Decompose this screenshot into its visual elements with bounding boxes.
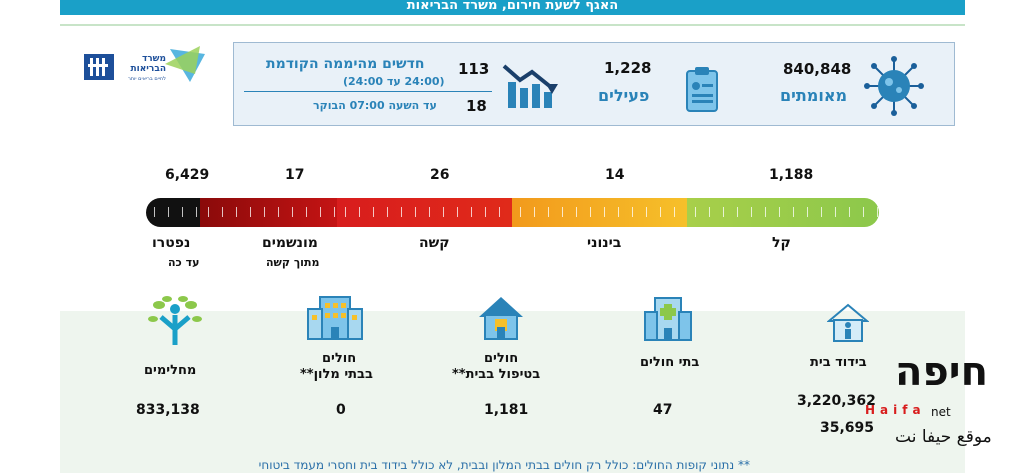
confirmed-label: מאומתים: [780, 86, 848, 105]
confirmed-value: 840,848: [783, 60, 852, 78]
isolation-house-icon: [827, 303, 869, 342]
new-prev-day-label: חדשים מהיממה הקודמת: [266, 56, 425, 72]
new-today-value: 18: [466, 97, 487, 115]
new-prev-day-value: 113: [458, 60, 490, 78]
stats-divider: [244, 91, 492, 92]
hotel-icon: [307, 296, 363, 340]
hotels-label-1: חולים: [322, 351, 357, 366]
hospital-icon: [644, 297, 692, 341]
severe-label: קשה: [419, 235, 450, 251]
deceased-sub: עד כה: [168, 256, 200, 269]
severity-seg-deceased: [146, 198, 200, 227]
virus-icon: [864, 56, 924, 116]
star-logo-icon: [165, 46, 205, 82]
mild-value: 1,188: [769, 167, 814, 183]
severity-seg-moderate: [512, 198, 687, 227]
footnote: ** נתוני קופות החולים: כולל רק חולים בבת…: [258, 458, 750, 472]
deceased-value: 6,429: [165, 167, 210, 183]
severity-seg-mild: [687, 198, 879, 227]
logo-line1: משרד: [141, 54, 166, 64]
ventilated-value: 17: [285, 167, 305, 183]
home-care-label-2: בטיפול בבית**: [452, 367, 541, 382]
moderate-value: 14: [605, 167, 625, 183]
stats-box: [233, 42, 955, 126]
ministry-logo-icon: [84, 54, 114, 80]
active-value: 1,228: [604, 59, 652, 77]
house-icon: [479, 297, 523, 340]
severity-seg-severe: [337, 198, 512, 227]
new-prev-day-range: (24:00 עד 24:00): [343, 75, 445, 88]
mild-label: קל: [772, 235, 791, 251]
ministry-logo: משרד הבריאות לחיים בריאים יותר: [82, 44, 212, 84]
tree-person-icon: [148, 296, 202, 345]
ventilated-label: מונשמים: [262, 235, 318, 251]
hotels-value: 0: [336, 402, 346, 418]
haifa-net-watermark: חיפה Haifa net موقع حيفا نت: [865, 345, 1023, 465]
ventilated-sub: מתוך קשה: [266, 256, 320, 269]
severe-value: 26: [430, 167, 450, 183]
watermark-tld: net: [931, 405, 951, 419]
new-today-label: עד השעה 07:00 הבוקר: [313, 99, 437, 112]
severity-seg-ventilated: [200, 198, 337, 227]
hotels-label-2: בבתי מלון**: [300, 367, 373, 382]
isolation-value-2: 35,695: [820, 420, 875, 436]
severity-bar: [146, 198, 879, 227]
home-care-label-1: חולים: [484, 351, 519, 366]
deceased-label: נפטרו: [152, 235, 191, 251]
isolation-label: בידוד בית: [810, 355, 867, 370]
watermark-latin: Haifa: [865, 403, 926, 417]
watermark-brand: חיפה: [895, 349, 989, 395]
trend-chart-icon: [502, 64, 558, 108]
recovered-value: 833,138: [136, 402, 200, 418]
logo-line3: לחיים בריאים יותר: [127, 76, 166, 82]
isolation-value-1: 3,220,362: [797, 393, 876, 409]
home-care-value: 1,181: [484, 402, 529, 418]
logo-text: משרד הבריאות לחיים בריאים יותר: [122, 54, 166, 84]
active-label: פעילים: [598, 86, 650, 105]
clipboard-icon: [686, 67, 718, 112]
top-banner: האגף לשעת חירום, משרד הבריאות: [60, 0, 965, 15]
watermark-caption: موقع حيفا نت: [895, 427, 992, 447]
hospitals-label: בתי חולים: [640, 355, 700, 370]
moderate-label: בינוני: [587, 235, 622, 251]
logo-line2: הבריאות: [130, 64, 166, 74]
recovered-label: מחלימים: [144, 363, 197, 378]
hospitals-value: 47: [653, 402, 673, 418]
